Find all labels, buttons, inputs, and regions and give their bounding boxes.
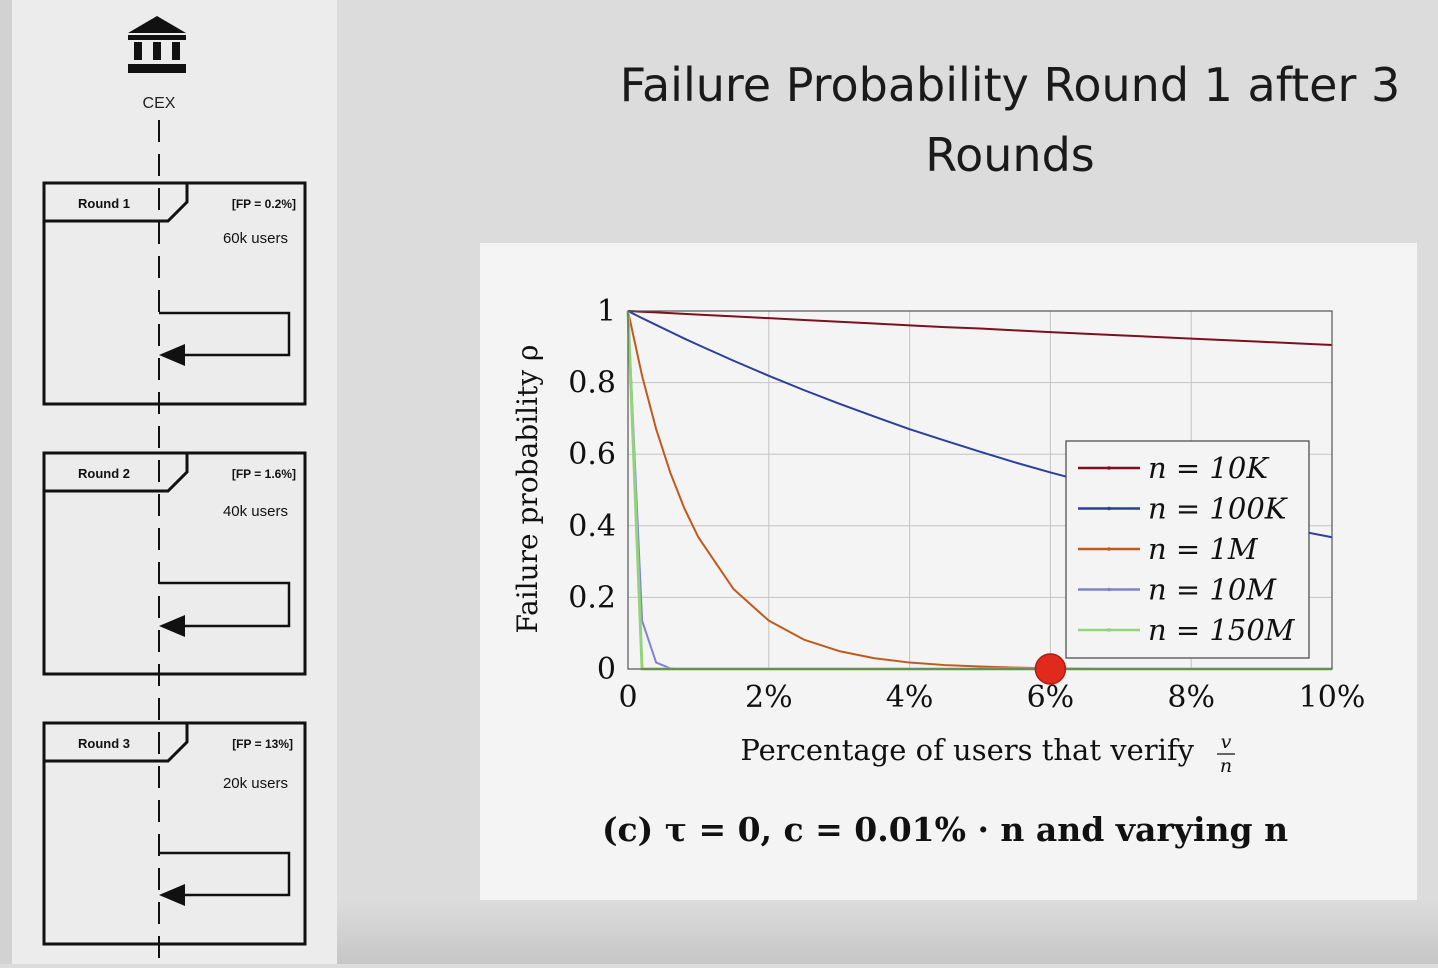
legend-marker <box>1107 547 1111 551</box>
legend-marker <box>1107 628 1111 632</box>
x-tick-label: 2% <box>745 680 793 715</box>
fp-label: [FP = 1.6%] <box>232 467 296 481</box>
round-label: Round 1 <box>78 196 130 211</box>
left-margin-strip <box>0 0 12 964</box>
fp-label: [FP = 0.2%] <box>232 197 296 211</box>
legend-marker <box>1107 466 1111 470</box>
users-label: 20k users <box>223 775 288 792</box>
x-axis-label: Percentage of users that verify <box>740 733 1194 767</box>
legend-label: n = 10M <box>1148 573 1277 607</box>
self-message-arrow <box>159 851 291 897</box>
legend-label: n = 1M <box>1148 532 1259 566</box>
y-axis-label: Failure probability ρ <box>511 344 544 633</box>
round-frame-2: Round 2 [FP = 1.6%] 40k users <box>42 451 307 676</box>
arrowhead-icon <box>159 884 185 906</box>
y-tick-label: 0.8 <box>568 366 616 401</box>
legend-marker <box>1107 506 1111 511</box>
y-tick-label: 1 <box>597 294 616 329</box>
x-tick-label: 8% <box>1167 680 1215 715</box>
legend: n = 10K n = 100K n = 1M n = 10M n = 150M <box>1065 440 1310 659</box>
plot-frame <box>627 310 1333 670</box>
x-axis-fraction-denominator: n <box>1220 755 1232 777</box>
bank-icon <box>128 16 186 73</box>
series-line-1 <box>627 310 1333 347</box>
users-label: 60k users <box>223 230 288 247</box>
sequence-diagram-panel: CEX Round 1 [FP = 0.2%] 60k users Round … <box>12 0 337 964</box>
self-message-arrow <box>159 581 291 628</box>
arrowhead-icon <box>159 344 185 366</box>
x-tick-label: 6% <box>1027 680 1075 715</box>
legend-label: n = 150M <box>1148 613 1296 647</box>
x-tick-label: 0 <box>618 680 637 715</box>
tick-labels: 0 2% 4% 6% 8% 10% 0 0.2 0.4 0.6 0.8 1 <box>568 294 1365 715</box>
slide-bottom-gradient <box>337 900 1438 964</box>
round-frame-1: Round 1 [FP = 0.2%] 60k users <box>42 181 307 406</box>
round-label: Round 2 <box>78 466 130 481</box>
highlight-marker <box>1034 653 1067 685</box>
legend-label: n = 10K <box>1148 451 1270 485</box>
x-tick-label: 10% <box>1299 680 1366 715</box>
y-tick-label: 0.2 <box>568 580 616 615</box>
round-label: Round 3 <box>78 736 130 751</box>
self-message-arrow <box>159 311 291 357</box>
chart-card: 0 2% 4% 6% 8% 10% 0 0.2 0.4 0.6 0.8 1 Failure proba… <box>480 243 1417 900</box>
legend-marker <box>1107 587 1111 592</box>
x-axis-fraction-numerator: v <box>1221 731 1232 753</box>
users-label: 40k users <box>223 503 288 520</box>
chart-caption: (c) τ = 0, c = 0.01% · n and varying n <box>602 810 1288 849</box>
legend-label: n = 100K <box>1148 492 1289 526</box>
x-tick-label: 4% <box>886 680 934 715</box>
slide-title: Failure Probability Round 1 after 3 Roun… <box>619 58 1401 182</box>
highlight-layer <box>1034 653 1067 685</box>
round-frame-3: Round 3 [FP = 13%] 20k users <box>42 721 307 946</box>
y-tick-label: 0 <box>597 652 616 687</box>
failure-probability-chart: 0 2% 4% 6% 8% 10% 0 0.2 0.4 0.6 0.8 1 Failure proba… <box>511 294 1365 849</box>
y-tick-label: 0.6 <box>568 437 616 472</box>
arrowhead-icon <box>159 615 185 637</box>
sequence-diagram: CEX Round 1 [FP = 0.2%] 60k users Round … <box>42 16 307 964</box>
actor-label: CEX <box>143 95 176 112</box>
fp-label: [FP = 13%] <box>232 737 293 751</box>
y-tick-label: 0.4 <box>568 509 616 544</box>
